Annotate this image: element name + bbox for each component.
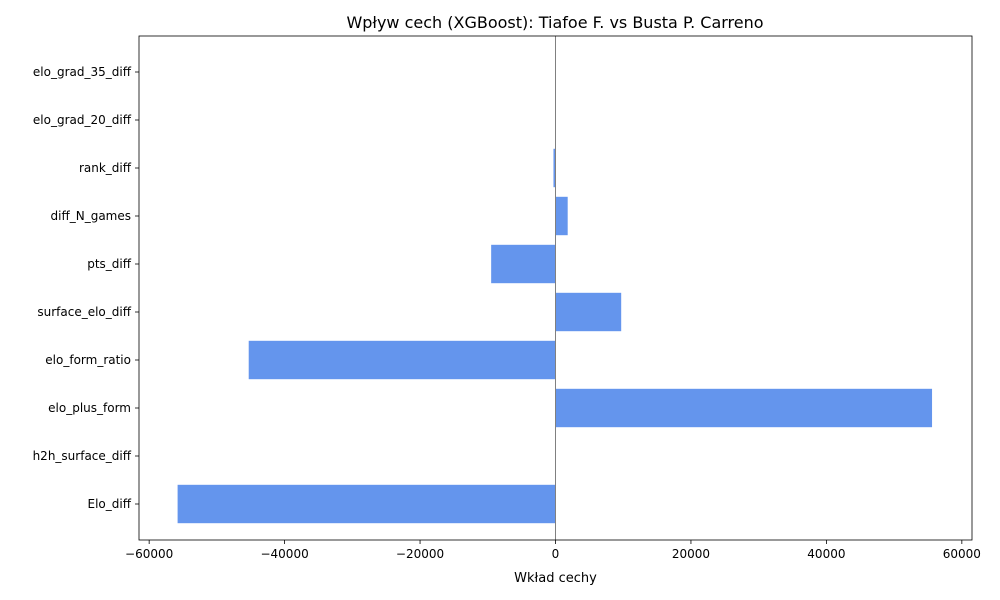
bar-diff_N_games (555, 196, 568, 236)
y-tick-label: diff_N_games (51, 209, 132, 223)
y-tick-label: elo_grad_20_diff (33, 113, 132, 127)
x-tick-label: 40000 (807, 547, 845, 561)
x-tick-label: 0 (552, 547, 560, 561)
chart-title: Wpływ cech (XGBoost): Tiafoe F. vs Busta… (346, 13, 763, 32)
x-tick-label: −60000 (125, 547, 173, 561)
bar-rank_diff (553, 148, 556, 188)
y-tick-label: surface_elo_diff (37, 305, 131, 319)
bar-elo_form_ratio (248, 340, 556, 380)
y-tick-label: rank_diff (79, 161, 132, 175)
y-tick-label: elo_plus_form (48, 401, 131, 415)
ticks-layer: Elo_diff h2h_surface_diff elo_plus_form elo… (33, 65, 981, 561)
y-tick-label: h2h_surface_diff (33, 449, 132, 463)
bar-pts_diff (491, 244, 556, 284)
x-axis-label: Wkład cechy (514, 571, 597, 586)
bar-elo_plus_form (555, 388, 933, 428)
bar-surface_elo_diff (555, 292, 622, 332)
y-tick-label: elo_grad_35_diff (33, 65, 132, 79)
bar-Elo_diff (177, 484, 556, 524)
plot-frame (138, 35, 973, 541)
x-tick-label: 20000 (672, 547, 710, 561)
y-tick-label: Elo_diff (88, 497, 132, 511)
x-tick-label: 60000 (943, 547, 981, 561)
x-tick-label: −20000 (396, 547, 444, 561)
x-tick-label: −40000 (260, 547, 308, 561)
y-tick-label: pts_diff (87, 257, 132, 271)
bars-layer (177, 36, 933, 540)
y-tick-label: elo_form_ratio (45, 353, 131, 367)
